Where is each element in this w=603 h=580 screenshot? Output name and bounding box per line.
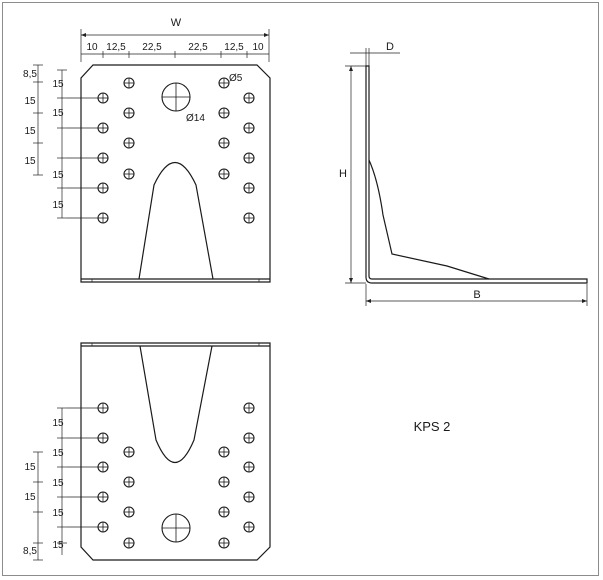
- top-dim-1: 10: [86, 42, 98, 53]
- top-side-dim-5: 15: [52, 79, 64, 90]
- large-hole-label: Ø14: [186, 113, 205, 124]
- side-profile-view: D H B: [339, 41, 588, 306]
- bottom-side-dim-3: 15: [52, 478, 64, 489]
- top-plate-view: W 10 12,5 22,5 22,5 12,5 10: [23, 17, 271, 283]
- bottom-plate-holes: [97, 402, 255, 549]
- bottom-side-dim-1: 15: [52, 418, 64, 429]
- bottom-side-dim-2: 15: [52, 448, 64, 459]
- top-side-dim-8: 15: [52, 200, 64, 211]
- top-side-dim-6: 15: [52, 108, 64, 119]
- top-side-dim-4: 15: [24, 156, 36, 167]
- top-dim-4: 22,5: [188, 42, 208, 53]
- small-hole-label: Ø5: [229, 73, 243, 84]
- bottom-side-dim-6: 15: [24, 462, 36, 473]
- top-side-dim-3: 15: [24, 126, 36, 137]
- width-label: W: [171, 17, 182, 29]
- bottom-plate-view: 15 15 15 15 15 15 15 8,5: [23, 342, 271, 561]
- top-dim-3: 22,5: [142, 42, 162, 53]
- bottom-side-dim-7: 15: [24, 492, 36, 503]
- top-plate-holes: [97, 77, 255, 224]
- top-dim-6: 10: [252, 42, 264, 53]
- top-side-dim-7: 15: [52, 170, 64, 181]
- top-dim-2: 12,5: [106, 42, 126, 53]
- bottom-side-dim-5: 15: [52, 540, 64, 551]
- top-side-dim-2: 15: [24, 96, 36, 107]
- top-dim-5: 12,5: [224, 42, 244, 53]
- bottom-side-dim-8: 8,5: [23, 546, 37, 557]
- model-label: KPS 2: [414, 419, 451, 434]
- height-label: H: [339, 168, 347, 180]
- depth-label: D: [386, 41, 394, 53]
- top-side-dim-1: 8,5: [23, 69, 37, 80]
- base-label: B: [473, 289, 480, 301]
- bottom-side-dim-4: 15: [52, 508, 64, 519]
